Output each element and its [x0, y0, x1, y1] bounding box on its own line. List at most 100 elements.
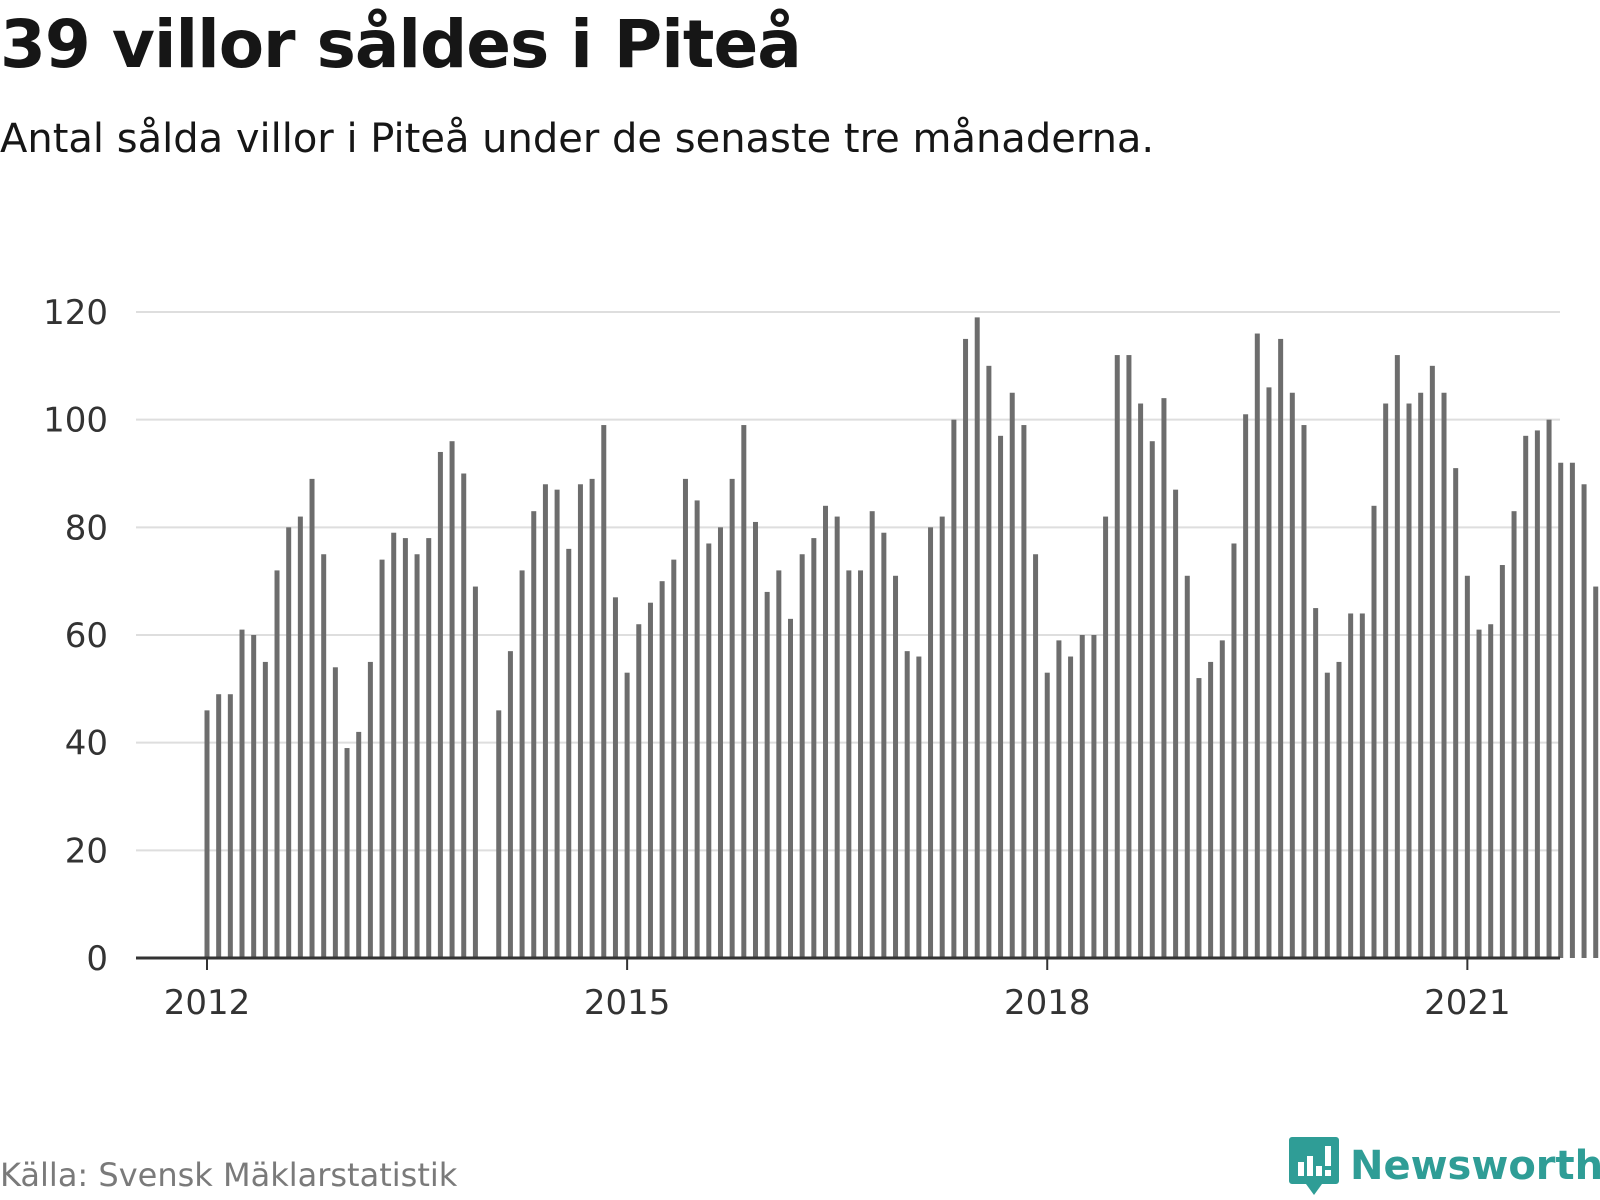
bar — [939, 516, 945, 958]
bar — [507, 651, 513, 958]
bar — [216, 694, 222, 958]
bar-chart-speech-icon — [1289, 1137, 1339, 1195]
bar — [671, 559, 677, 958]
bar — [251, 635, 257, 958]
bar — [928, 527, 934, 958]
x-tick-label: 2018 — [1004, 983, 1091, 1023]
bar — [227, 694, 233, 958]
y-axis-labels: 0 20 40 60 80 100 120 — [43, 293, 108, 979]
bar — [367, 661, 373, 958]
bar — [659, 581, 665, 958]
bar — [542, 484, 548, 958]
bar — [589, 478, 595, 958]
bar — [1511, 511, 1517, 958]
bar — [811, 538, 817, 958]
bar — [974, 317, 980, 958]
y-tick-label: 120 — [43, 293, 108, 333]
bar — [1546, 419, 1552, 958]
chart-title: 39 villor såldes i Piteå — [0, 6, 802, 83]
x-tick-label: 2012 — [164, 983, 251, 1023]
bar — [858, 570, 864, 958]
bar — [1126, 355, 1132, 958]
bar — [636, 624, 642, 958]
x-axis — [136, 956, 1560, 970]
bar — [963, 338, 969, 958]
y-tick-label: 20 — [65, 831, 108, 871]
bar — [1009, 392, 1015, 958]
chart-subtitle: Antal sålda villor i Piteå under de sena… — [0, 116, 1155, 162]
bar — [1021, 425, 1027, 958]
y-tick-label: 0 — [86, 939, 108, 979]
bar — [472, 586, 478, 958]
bar — [1149, 441, 1155, 958]
bar — [1359, 613, 1365, 958]
bar — [1278, 338, 1284, 958]
bar — [1523, 435, 1529, 958]
bar — [531, 511, 537, 958]
bar — [764, 591, 770, 958]
bar — [1534, 430, 1540, 958]
bar — [776, 570, 782, 958]
bar — [519, 570, 525, 958]
bar — [834, 516, 840, 958]
bar — [846, 570, 852, 958]
brand-name: Newsworthy — [1350, 1143, 1600, 1189]
x-tick-label: 2015 — [584, 983, 671, 1023]
bar — [893, 575, 899, 958]
bar — [1406, 403, 1412, 958]
bar — [1371, 505, 1377, 958]
bar — [1254, 333, 1260, 958]
bar — [904, 651, 910, 958]
bar — [647, 602, 653, 958]
bar — [344, 748, 350, 958]
bar — [1581, 484, 1587, 958]
bar — [461, 473, 467, 958]
bar — [356, 731, 362, 958]
bar — [1266, 387, 1272, 958]
bar — [729, 478, 735, 958]
source-note: Källa: Svensk Mäklarstatistik — [0, 1156, 458, 1194]
bar — [612, 597, 618, 958]
bar — [379, 559, 385, 958]
bar — [916, 656, 922, 958]
bar — [601, 425, 607, 958]
bar — [741, 425, 747, 958]
bar — [554, 489, 560, 958]
bar — [752, 521, 758, 958]
bar — [321, 554, 327, 958]
bar — [717, 527, 723, 958]
bar — [986, 365, 992, 959]
bar — [1103, 516, 1109, 958]
y-tick-label: 80 — [65, 508, 108, 548]
bar — [1348, 613, 1354, 958]
bar — [1173, 489, 1179, 958]
bar — [1441, 392, 1447, 958]
bar — [788, 618, 793, 958]
bar — [624, 672, 630, 958]
bar — [402, 538, 408, 958]
bar — [1313, 608, 1319, 958]
bar — [1079, 635, 1085, 958]
x-axis-labels: 20122015201820212023 — [164, 983, 1511, 1023]
bars — [204, 317, 1599, 959]
bar — [1196, 678, 1202, 958]
bar — [799, 554, 805, 958]
bar — [1208, 661, 1214, 958]
bar — [309, 478, 315, 958]
bar — [1091, 635, 1097, 958]
bar — [1219, 640, 1225, 958]
bar — [1593, 586, 1599, 958]
bar — [1569, 462, 1575, 958]
bar — [1499, 565, 1505, 958]
bar — [1336, 661, 1342, 958]
x-tick-label: 2021 — [1424, 983, 1511, 1023]
bar — [1429, 365, 1435, 959]
bar — [391, 532, 397, 958]
bar — [1324, 672, 1330, 958]
bar — [1488, 624, 1494, 958]
bar — [1243, 414, 1249, 958]
bar — [1044, 672, 1050, 958]
bar — [881, 532, 887, 958]
bar — [1558, 462, 1564, 958]
